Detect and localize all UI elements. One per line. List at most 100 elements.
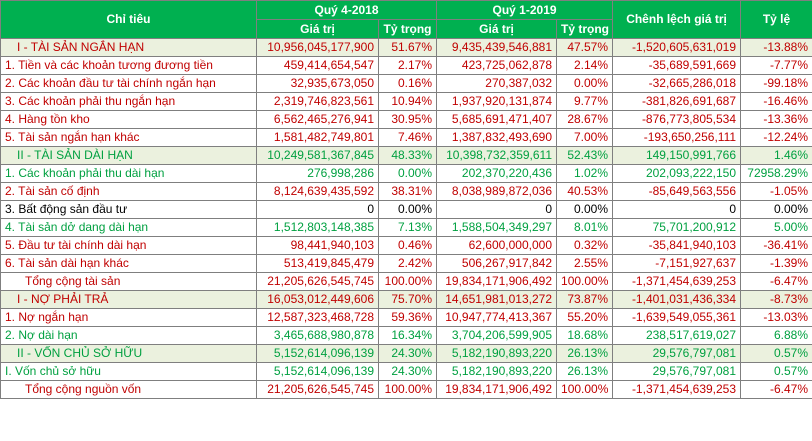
- weight-q4-2018: 100.00%: [377, 380, 438, 399]
- change-rate: -1.05%: [740, 182, 812, 201]
- weight-q1-2019: 9.77%: [556, 92, 614, 111]
- value-difference: -32,665,286,018: [612, 74, 742, 93]
- weight-q1-2019: 0.00%: [556, 200, 614, 219]
- row-label: 4. Tài sản dở dang dài hạn: [0, 218, 257, 237]
- change-rate: -6.47%: [740, 272, 812, 291]
- weight-q1-2019: 26.13%: [556, 362, 614, 381]
- header-ty-trong-q4: Tỷ trọng: [377, 19, 438, 39]
- weight-q4-2018: 0.46%: [377, 236, 438, 255]
- row-label: 2. Các khoản đầu tư tài chính ngắn hạn: [0, 74, 257, 93]
- value-q1-2019: 8,038,989,872,036: [436, 182, 558, 201]
- row-label: II - VỐN CHỦ SỞ HỮU: [0, 344, 257, 363]
- row-label: 2. Nợ dài hạn: [0, 326, 257, 345]
- weight-q1-2019: 26.13%: [556, 344, 614, 363]
- table-row: I - NỢ PHẢI TRẢ 16,053,012,449,606 75.70% 1…: [0, 290, 812, 309]
- header-gia-tri-q4: Giá trị: [256, 19, 379, 39]
- change-rate: -12.24%: [740, 128, 812, 147]
- value-q4-2018: 10,956,045,177,900: [256, 38, 379, 57]
- balance-sheet-table: Chỉ tiêu Quý 4-2018 Quý 1-2019 Chênh lệc…: [0, 0, 812, 399]
- weight-q1-2019: 55.20%: [556, 308, 614, 327]
- weight-q1-2019: 40.53%: [556, 182, 614, 201]
- weight-q1-2019: 73.87%: [556, 290, 614, 309]
- table-row: I - TÀI SẢN NGẮN HẠN 10,956,045,177,900 51…: [0, 38, 812, 57]
- weight-q1-2019: 100.00%: [556, 272, 614, 291]
- change-rate: 5.00%: [740, 218, 812, 237]
- table-row: 5. Đầu tư tài chính dài hạn 98,441,940,10…: [0, 236, 812, 255]
- weight-q1-2019: 28.67%: [556, 110, 614, 129]
- change-rate: -99.18%: [740, 74, 812, 93]
- table-row: Tổng cộng tài sản 21,205,626,545,745 100.0…: [0, 272, 812, 291]
- row-label: 4. Hàng tồn kho: [0, 110, 257, 129]
- table-row: 3. Bất động sản đầu tư 0 0.00% 0 0.00% 0 0.00%: [0, 200, 812, 219]
- value-q4-2018: 21,205,626,545,745: [256, 272, 379, 291]
- value-difference: -1,520,605,631,019: [612, 38, 742, 57]
- change-rate: -8.73%: [740, 290, 812, 309]
- value-q1-2019: 10,947,774,413,367: [436, 308, 558, 327]
- value-q4-2018: 1,581,482,749,801: [256, 128, 379, 147]
- value-q4-2018: 98,441,940,103: [256, 236, 379, 255]
- header-row-1: Chỉ tiêu Quý 4-2018 Quý 1-2019 Chênh lệc…: [0, 0, 812, 39]
- table-body: I - TÀI SẢN NGẮN HẠN 10,956,045,177,900 51…: [0, 38, 812, 399]
- value-q4-2018: 32,935,673,050: [256, 74, 379, 93]
- weight-q4-2018: 38.31%: [377, 182, 438, 201]
- row-label: 1. Tiền và các khoản tương đương tiền: [0, 56, 257, 75]
- value-q1-2019: 62,600,000,000: [436, 236, 558, 255]
- row-label: I - NỢ PHẢI TRẢ: [0, 290, 257, 309]
- weight-q1-2019: 0.32%: [556, 236, 614, 255]
- value-q4-2018: 1,512,803,148,385: [256, 218, 379, 237]
- value-q1-2019: 10,398,732,359,611: [436, 146, 558, 165]
- weight-q1-2019: 2.55%: [556, 254, 614, 273]
- weight-q4-2018: 0.16%: [377, 74, 438, 93]
- value-difference: -381,826,691,687: [612, 92, 742, 111]
- value-difference: -876,773,805,534: [612, 110, 742, 129]
- table-row: Tổng cộng nguồn vốn 21,205,626,545,745 100…: [0, 380, 812, 399]
- table-row: II - VỐN CHỦ SỞ HỮU 5,152,614,096,139 24.3…: [0, 344, 812, 363]
- value-difference: 202,093,222,150: [612, 164, 742, 183]
- value-q1-2019: 202,370,220,436: [436, 164, 558, 183]
- weight-q4-2018: 24.30%: [377, 362, 438, 381]
- value-q4-2018: 6,562,465,276,941: [256, 110, 379, 129]
- value-q4-2018: 12,587,323,468,728: [256, 308, 379, 327]
- table-row: 2. Tài sản cố định 8,124,639,435,592 38.31…: [0, 182, 812, 201]
- weight-q4-2018: 30.95%: [377, 110, 438, 129]
- weight-q4-2018: 59.36%: [377, 308, 438, 327]
- header-chi-tieu: Chỉ tiêu: [0, 0, 257, 39]
- value-q4-2018: 2,319,746,823,561: [256, 92, 379, 111]
- weight-q4-2018: 100.00%: [377, 272, 438, 291]
- value-difference: -1,371,454,639,253: [612, 272, 742, 291]
- weight-q4-2018: 51.67%: [377, 38, 438, 57]
- change-rate: 0.57%: [740, 362, 812, 381]
- value-difference: -7,151,927,637: [612, 254, 742, 273]
- weight-q4-2018: 7.46%: [377, 128, 438, 147]
- weight-q4-2018: 7.13%: [377, 218, 438, 237]
- value-q1-2019: 19,834,171,906,492: [436, 272, 558, 291]
- header-ty-le: Tỷ lệ: [740, 0, 812, 39]
- row-label: I. Vốn chủ sở hữu: [0, 362, 257, 381]
- value-q1-2019: 1,588,504,349,297: [436, 218, 558, 237]
- change-rate: -1.39%: [740, 254, 812, 273]
- table-row: 4. Tài sản dở dang dài hạn 1,512,803,148,…: [0, 218, 812, 237]
- weight-q1-2019: 8.01%: [556, 218, 614, 237]
- change-rate: -6.47%: [740, 380, 812, 399]
- row-label: 5. Đầu tư tài chính dài hạn: [0, 236, 257, 255]
- value-q1-2019: 506,267,917,842: [436, 254, 558, 273]
- change-rate: 1.46%: [740, 146, 812, 165]
- row-label: 3. Các khoản phải thu ngắn hạn: [0, 92, 257, 111]
- value-q1-2019: 423,725,062,878: [436, 56, 558, 75]
- value-q4-2018: 276,998,286: [256, 164, 379, 183]
- value-q4-2018: 16,053,012,449,606: [256, 290, 379, 309]
- change-rate: -13.88%: [740, 38, 812, 57]
- value-difference: -1,639,549,055,361: [612, 308, 742, 327]
- header-chenh-lech: Chênh lệch giá trị: [612, 0, 742, 39]
- weight-q1-2019: 47.57%: [556, 38, 614, 57]
- row-label: 1. Các khoản phải thu dài hạn: [0, 164, 257, 183]
- table-row: 2. Các khoản đầu tư tài chính ngắn hạn 32…: [0, 74, 812, 93]
- weight-q4-2018: 0.00%: [377, 200, 438, 219]
- table-row: 6. Tài sản dài hạn khác 513,419,845,479 2.…: [0, 254, 812, 273]
- table-row: II - TÀI SẢN DÀI HẠN 10,249,581,367,845 48…: [0, 146, 812, 165]
- weight-q1-2019: 2.14%: [556, 56, 614, 75]
- value-difference: -1,371,454,639,253: [612, 380, 742, 399]
- change-rate: 0.00%: [740, 200, 812, 219]
- change-rate: -16.46%: [740, 92, 812, 111]
- change-rate: -13.36%: [740, 110, 812, 129]
